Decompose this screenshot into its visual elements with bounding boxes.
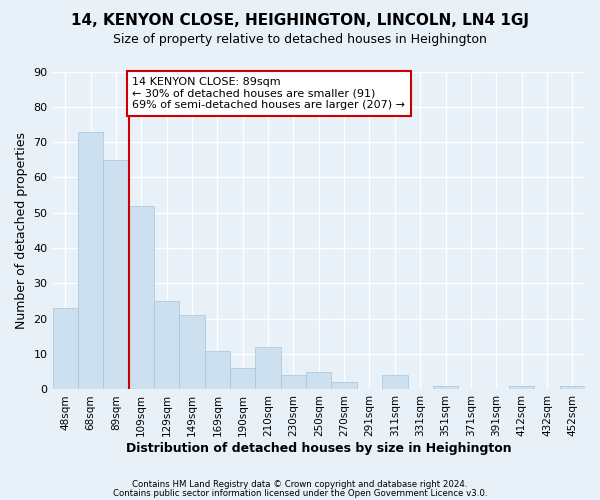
Bar bbox=[433, 386, 458, 390]
Bar bbox=[331, 382, 357, 390]
Bar bbox=[382, 376, 407, 390]
X-axis label: Distribution of detached houses by size in Heighington: Distribution of detached houses by size … bbox=[126, 442, 512, 455]
Text: Contains public sector information licensed under the Open Government Licence v3: Contains public sector information licen… bbox=[113, 488, 487, 498]
Bar bbox=[103, 160, 128, 390]
Bar bbox=[306, 372, 331, 390]
Text: Size of property relative to detached houses in Heighington: Size of property relative to detached ho… bbox=[113, 32, 487, 46]
Bar bbox=[179, 316, 205, 390]
Bar bbox=[128, 206, 154, 390]
Bar bbox=[53, 308, 78, 390]
Y-axis label: Number of detached properties: Number of detached properties bbox=[15, 132, 28, 329]
Text: 14 KENYON CLOSE: 89sqm
← 30% of detached houses are smaller (91)
69% of semi-det: 14 KENYON CLOSE: 89sqm ← 30% of detached… bbox=[133, 77, 406, 110]
Text: 14, KENYON CLOSE, HEIGHINGTON, LINCOLN, LN4 1GJ: 14, KENYON CLOSE, HEIGHINGTON, LINCOLN, … bbox=[71, 12, 529, 28]
Bar bbox=[78, 132, 103, 390]
Bar bbox=[560, 386, 585, 390]
Bar bbox=[281, 376, 306, 390]
Bar bbox=[205, 350, 230, 390]
Bar bbox=[230, 368, 256, 390]
Bar bbox=[509, 386, 534, 390]
Bar bbox=[154, 301, 179, 390]
Text: Contains HM Land Registry data © Crown copyright and database right 2024.: Contains HM Land Registry data © Crown c… bbox=[132, 480, 468, 489]
Bar bbox=[256, 347, 281, 390]
